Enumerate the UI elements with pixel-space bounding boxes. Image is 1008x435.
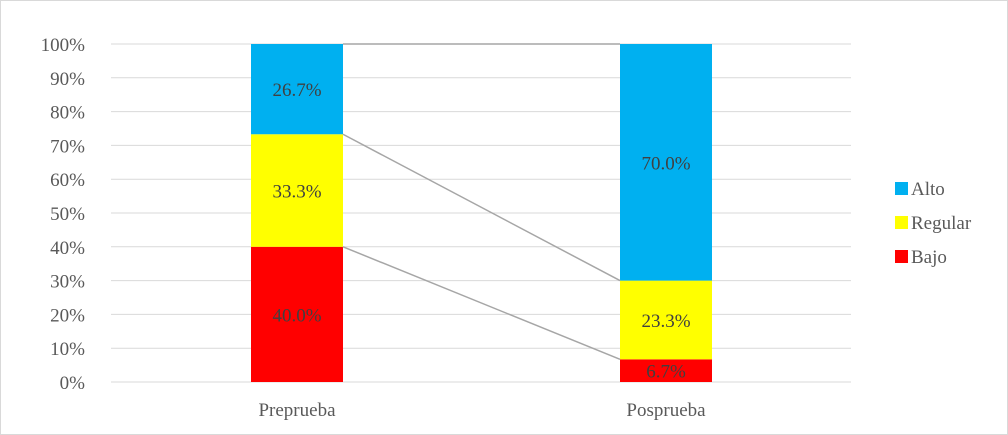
data-label: 26.7% <box>272 80 321 101</box>
y-tick-label: 70% <box>50 136 85 157</box>
y-tick-label: 50% <box>50 204 85 225</box>
series-line-regular <box>342 133 621 282</box>
legend-swatch-bajo <box>895 250 908 263</box>
y-tick-label: 30% <box>50 272 85 293</box>
y-tick-label: 10% <box>50 339 85 360</box>
legend-label-regular: Regular <box>911 213 972 234</box>
legend-swatch-regular <box>895 216 908 229</box>
x-tick-label: Posprueba <box>626 400 706 421</box>
y-tick-label: 60% <box>50 170 85 191</box>
data-label: 70.0% <box>641 153 690 174</box>
bar-bajo-preprueba <box>251 246 343 382</box>
bar-regular-preprueba <box>251 134 343 247</box>
y-tick-label: 40% <box>50 238 85 259</box>
legend-label-alto: Alto <box>911 179 945 200</box>
x-tick-label: Preprueba <box>258 400 336 421</box>
data-label: 6.7% <box>646 362 686 383</box>
bar-regular-posprueba <box>620 280 712 360</box>
y-tick-label: 80% <box>50 103 85 124</box>
y-tick-label: 100% <box>41 35 86 56</box>
y-tick-label: 20% <box>50 305 85 326</box>
data-label: 23.3% <box>641 311 690 332</box>
legend-label-bajo: Bajo <box>911 247 947 268</box>
bar-alto-preprueba <box>251 44 343 135</box>
y-tick-label: 90% <box>50 69 85 90</box>
data-label: 33.3% <box>272 182 321 203</box>
y-tick-label: 0% <box>60 373 86 394</box>
series-line-bajo <box>342 246 621 361</box>
bar-bajo-posprueba <box>620 359 712 382</box>
data-label: 40.0% <box>272 305 321 326</box>
bar-alto-posprueba <box>620 44 712 281</box>
legend-swatch-alto <box>895 182 908 195</box>
